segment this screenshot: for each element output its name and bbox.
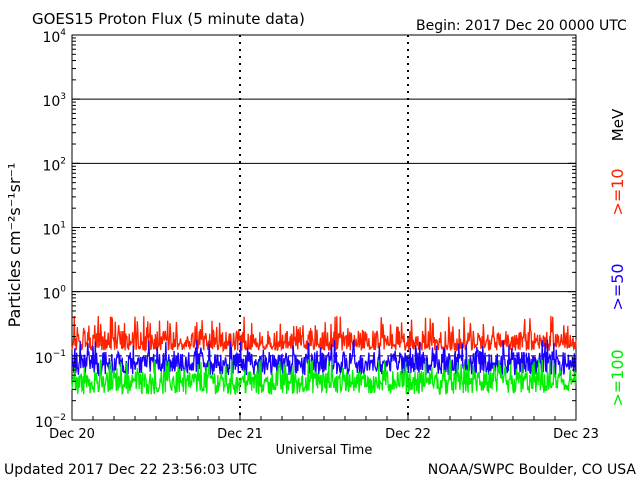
series-line-ge10 <box>71 315 577 353</box>
y-tick-label: 102 <box>42 156 66 174</box>
y-tick-label: 10−2 <box>35 413 66 431</box>
y-tick-label: 101 <box>42 221 66 239</box>
y-axis-label: Particles cm⁻²s⁻¹sr⁻¹ <box>5 163 24 328</box>
begin-time: Begin: 2017 Dec 20 0000 UTC <box>416 18 627 34</box>
x-axis-ticks: Dec 20 Dec 21 Dec 22 Dec 23 <box>49 412 599 442</box>
unit-label: MeV <box>609 108 627 141</box>
source-credit: NOAA/SWPC Boulder, CO USA <box>428 462 637 478</box>
x-tick-label: Dec 22 <box>385 427 431 442</box>
y-tick-label: 100 <box>42 285 66 303</box>
y-tick-label: 10−1 <box>35 349 66 367</box>
x-tick-label: Dec 23 <box>553 427 599 442</box>
x-axis-label: Universal Time <box>276 443 373 458</box>
legend: MeV >=10 >=50 >=100 <box>608 108 627 407</box>
series-line-ge50 <box>71 339 577 377</box>
series-line-ge100 <box>71 358 577 396</box>
legend-label: >=100 <box>608 349 627 406</box>
y-tick-label: 104 <box>42 28 66 46</box>
x-tick-label: Dec 20 <box>49 427 95 442</box>
grid-layer <box>72 35 576 420</box>
y-axis-ticks: 10−2 10−1 100 101 102 103 104 <box>35 28 576 431</box>
y-tick-label: 103 <box>42 92 66 110</box>
legend-label: >=50 <box>608 263 627 310</box>
updated-time: Updated 2017 Dec 22 23:56:03 UTC <box>4 462 257 478</box>
legend-label: >=10 <box>608 168 627 215</box>
series-layer <box>71 315 577 396</box>
chart-title: GOES15 Proton Flux (5 minute data) <box>32 10 305 28</box>
x-tick-label: Dec 21 <box>217 427 263 442</box>
